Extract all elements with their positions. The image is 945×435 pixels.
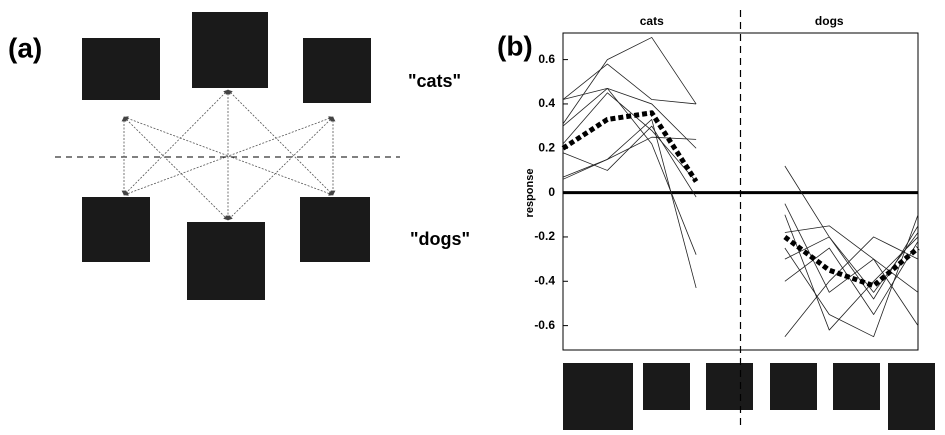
arrow bbox=[228, 90, 333, 195]
stimulus-image bbox=[706, 363, 753, 410]
y-tick-label: -0.4 bbox=[534, 273, 555, 287]
y-axis-label: response bbox=[524, 169, 536, 218]
class-label: "dogs" bbox=[410, 229, 470, 249]
stimulus-image bbox=[833, 363, 880, 410]
stimulus-image bbox=[187, 222, 265, 300]
group-label: cats bbox=[640, 14, 664, 28]
stimulus-image bbox=[300, 197, 370, 262]
y-tick-label: 0.2 bbox=[538, 140, 555, 154]
series-line bbox=[785, 215, 918, 330]
series-line bbox=[563, 64, 696, 104]
stimulus-image bbox=[192, 12, 268, 88]
series-line bbox=[785, 166, 918, 299]
y-tick-label: 0 bbox=[548, 185, 555, 199]
stimulus-image bbox=[82, 197, 150, 262]
y-tick-label: -0.2 bbox=[534, 229, 555, 243]
series-line bbox=[563, 137, 696, 177]
stimulus-image bbox=[563, 363, 633, 430]
panel-label: (b) bbox=[497, 30, 533, 61]
class-label: "cats" bbox=[408, 71, 461, 91]
stimulus-image bbox=[770, 363, 817, 410]
series-line bbox=[563, 88, 696, 254]
series-line bbox=[563, 126, 696, 197]
series-line bbox=[563, 113, 696, 182]
y-tick-label: -0.6 bbox=[534, 318, 555, 332]
stimulus-image bbox=[82, 38, 160, 100]
series-line bbox=[563, 119, 696, 287]
arrow bbox=[124, 90, 228, 195]
figure: (a) "cats" "dogs" (b) response 0.6 0.4 0.2… bbox=[0, 0, 945, 430]
stimulus-image bbox=[888, 363, 935, 430]
group-label: dogs bbox=[815, 14, 844, 28]
series-line bbox=[563, 37, 696, 123]
stimulus-image bbox=[643, 363, 690, 410]
stimulus-image bbox=[303, 38, 371, 103]
y-tick-label: 0.4 bbox=[538, 96, 555, 110]
series-line bbox=[563, 93, 696, 182]
y-tick-label: 0.6 bbox=[538, 52, 555, 66]
panel-label: (a) bbox=[8, 32, 42, 63]
